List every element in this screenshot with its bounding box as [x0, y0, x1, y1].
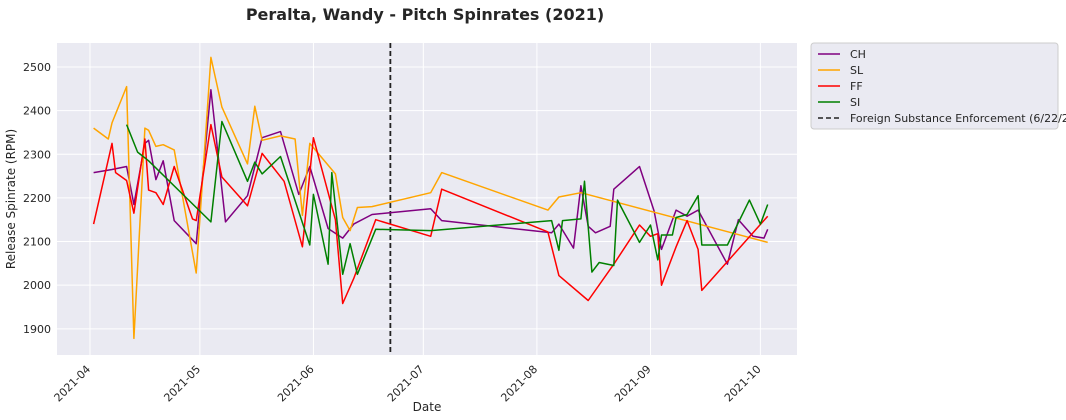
legend-label-sl: SL — [850, 64, 864, 77]
y-tick-label: 2100 — [23, 236, 51, 249]
y-tick-label: 2400 — [23, 105, 51, 118]
series-group — [92, 56, 769, 340]
legend: CH SL FF SI Foreign Substance Enforcement (6… — [810, 42, 1066, 130]
x-axis-label: Date — [413, 400, 442, 414]
y-tick-label: 2000 — [23, 279, 51, 292]
x-tick-label: 2021-08 — [498, 363, 540, 405]
x-tick-label: 2021-07 — [385, 363, 427, 405]
y-axis-label: Release Spinrate (RPM) — [4, 129, 18, 269]
x-tick-labels: 2021-04 2021-05 2021-06 2021-07 2021-08 2021-… — [52, 363, 764, 405]
y-tick-labels: 1900 2000 2100 2200 2300 2400 2500 — [23, 61, 51, 336]
y-tick-label: 2200 — [23, 192, 51, 205]
series-line-sl — [93, 56, 768, 340]
legend-label-enforcement: Foreign Substance Enforcement (6/22/21) — [850, 112, 1066, 125]
legend-label-ff: FF — [850, 80, 863, 93]
x-tick-label: 2021-09 — [612, 363, 654, 405]
legend-label-si: SI — [850, 96, 860, 109]
series-line-si — [125, 120, 769, 276]
legend-frame — [810, 42, 1059, 130]
x-tick-label: 2021-06 — [275, 363, 317, 405]
y-tick-label: 2500 — [23, 61, 51, 74]
series-line-ff — [92, 123, 769, 305]
x-tick-label: 2021-04 — [52, 363, 94, 405]
plot-area — [57, 43, 797, 355]
y-tick-label: 1900 — [23, 323, 51, 336]
series-line-ch — [93, 88, 769, 265]
x-tick-label: 2021-10 — [722, 363, 764, 405]
x-tick-label: 2021-05 — [161, 363, 203, 405]
y-tick-label: 2300 — [23, 148, 51, 161]
legend-label-ch: CH — [850, 48, 866, 61]
chart-title: Peralta, Wandy - Pitch Spinrates (2021) — [246, 5, 604, 24]
